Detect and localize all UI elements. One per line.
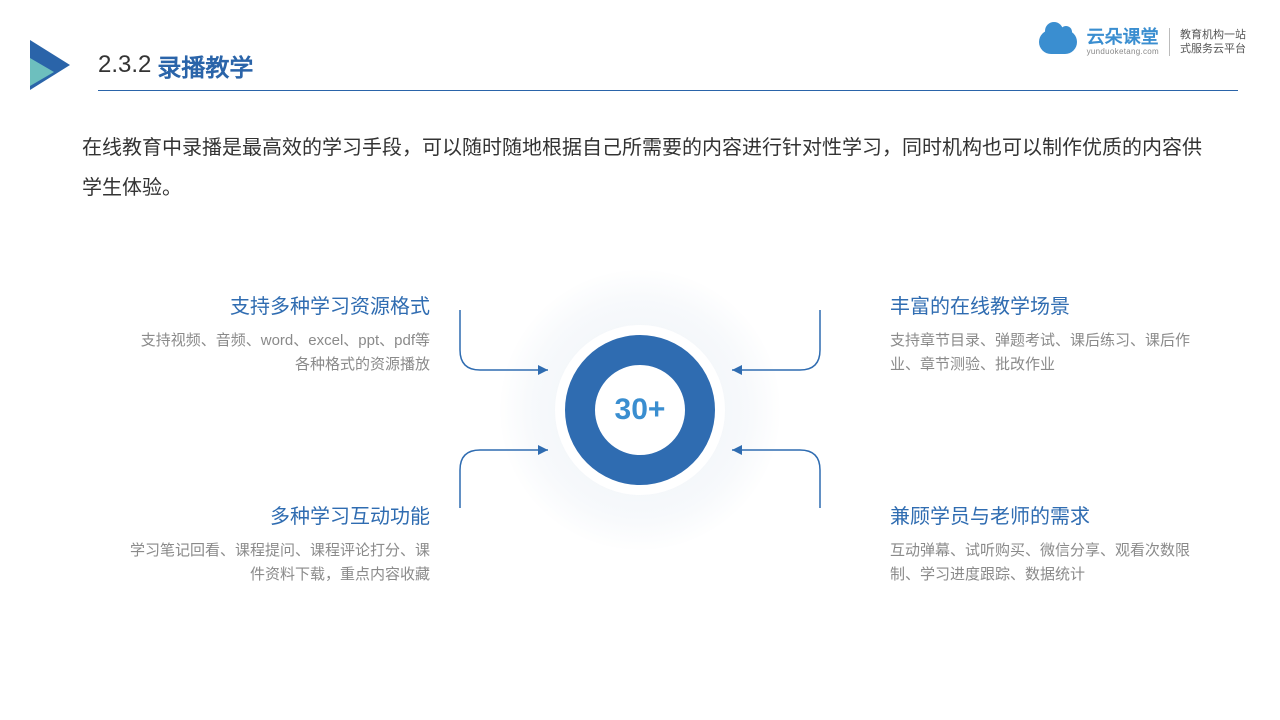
- feature-top-right: 丰富的在线教学场景 支持章节目录、弹题考试、课后练习、课后作业、章节测验、批改作…: [890, 290, 1190, 377]
- feature-desc: 学习笔记回看、课程提问、课程评论打分、课件资料下载，重点内容收藏: [130, 539, 430, 587]
- brand-text: 云朵课堂 yunduoketang.com: [1087, 28, 1159, 57]
- feature-title: 多种学习互动功能: [130, 500, 430, 529]
- feature-diagram: 30+ 支持多种学习资源格式 支持视频、音频、word、excel、ppt、pd…: [0, 250, 1280, 670]
- brand-name: 云朵课堂: [1087, 28, 1159, 48]
- title-underline: [98, 90, 1238, 91]
- brand-separator: [1169, 28, 1170, 56]
- center-ring: 30+: [565, 335, 715, 485]
- feature-desc: 互动弹幕、试听购买、微信分享、观看次数限制、学习进度跟踪、数据统计: [890, 539, 1190, 587]
- section-number: 2.3.2: [98, 51, 151, 79]
- feature-desc: 支持视频、音频、word、excel、ppt、pdf等各种格式的资源播放: [130, 329, 430, 377]
- center-value: 30+: [615, 393, 666, 427]
- cloud-icon: [1039, 30, 1077, 54]
- feature-bottom-left: 多种学习互动功能 学习笔记回看、课程提问、课程评论打分、课件资料下载，重点内容收…: [130, 500, 430, 587]
- intro-paragraph: 在线教育中录播是最高效的学习手段，可以随时随地根据自己所需要的内容进行针对性学习…: [82, 128, 1208, 208]
- feature-bottom-right: 兼顾学员与老师的需求 互动弹幕、试听购买、微信分享、观看次数限制、学习进度跟踪、…: [890, 500, 1190, 587]
- feature-title: 丰富的在线教学场景: [890, 290, 1190, 319]
- brand-tagline: 教育机构一站式服务云平台: [1180, 28, 1250, 57]
- feature-title: 支持多种学习资源格式: [130, 290, 430, 319]
- brand-url: yunduoketang.com: [1087, 48, 1159, 57]
- feature-desc: 支持章节目录、弹题考试、课后练习、课后作业、章节测验、批改作业: [890, 329, 1190, 377]
- play-icon: [30, 40, 80, 90]
- brand-logo: 云朵课堂 yunduoketang.com 教育机构一站式服务云平台: [1039, 28, 1250, 57]
- feature-title: 兼顾学员与老师的需求: [890, 500, 1190, 529]
- feature-top-left: 支持多种学习资源格式 支持视频、音频、word、excel、ppt、pdf等各种…: [130, 290, 430, 377]
- section-title: 录播教学: [157, 48, 253, 83]
